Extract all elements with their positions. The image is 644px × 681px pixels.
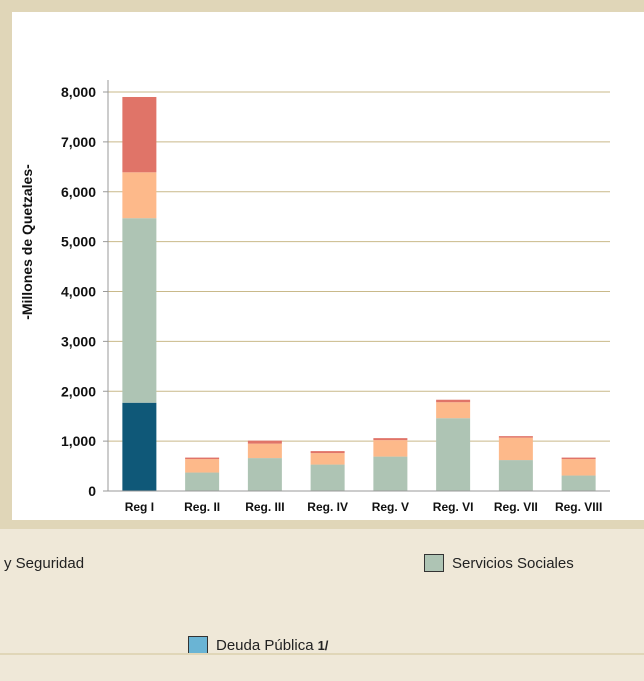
y-tick-label: 2,000 [61,383,96,399]
grid-layer [108,91,610,442]
bar-segment [247,443,282,459]
bar-segment [498,437,533,461]
bar-segment [498,460,533,491]
bar-segment [436,418,471,491]
frame-top-border [0,0,644,12]
y-tick-label: 7,000 [61,134,96,150]
x-tick-label: Reg. V [372,500,409,514]
bar-segment [310,451,345,454]
x-tick-label: Reg. III [245,500,284,514]
bar-segment [436,399,471,403]
bar-layer [122,96,596,491]
bar-segment [561,459,596,476]
bar-segment [561,457,596,460]
legend: y Seguridad Servicios Sociales Deuda Púb… [0,529,644,655]
bar-segment [247,458,282,491]
frame-bottom-border [0,520,644,529]
legend-swatch [424,554,444,572]
frame-left-border [0,12,12,528]
bar-segment [185,459,220,473]
legend-item-seguridad: y Seguridad [4,555,84,572]
bar-segment [185,457,220,460]
bar-segment [561,475,596,491]
legend-item-servicios-sociales: Servicios Sociales [424,554,574,572]
legend-item-deuda-publica: Deuda Pública 1/ [188,636,328,654]
axis-layer: 0 1,000 2,000 3,000 4,000 5,000 6,000 7,000 8,00… [61,80,610,514]
chart-panel: 0 1,000 2,000 3,000 4,000 5,000 6,000 7,000 8,00… [12,12,644,520]
bar-segment [373,456,408,491]
x-tick-label: Reg. VI [433,500,474,514]
x-tick-label: Reg. IV [307,500,348,514]
x-tick-label: Reg. II [184,500,220,514]
legend-swatch [188,636,208,654]
bar-segment [247,440,282,444]
bar-segment [498,436,533,438]
y-tick-label: 3,000 [61,333,96,349]
y-tick-label: 6,000 [61,184,96,200]
bar-segment [122,96,157,173]
legend-label: y Seguridad [4,555,85,572]
bar-segment [436,402,471,419]
bar-segment [373,438,408,441]
y-tick-label: 8,000 [61,84,96,100]
stacked-bar-chart: 0 1,000 2,000 3,000 4,000 5,000 6,000 7,000 8,00… [19,80,610,514]
legend-bottom-border [0,653,644,655]
bar-segment [185,472,220,491]
bar-segment [122,172,157,219]
legend-label: Servicios Sociales [452,554,574,572]
x-tick-label: Reg I [125,500,154,514]
legend-label: Deuda Pública [216,636,314,654]
y-tick-label: 1,000 [61,433,96,449]
bar-segment [373,440,408,457]
y-tick-label: 5,000 [61,234,96,250]
x-tick-label: Reg. VII [494,500,538,514]
bar-segment [310,464,345,491]
y-tick-label: 4,000 [61,284,96,300]
y-tick-label: 0 [88,483,96,499]
bar-segment [122,218,157,403]
x-tick-label: Reg. VIII [555,500,602,514]
legend-footnote-marker: 1/ [317,637,329,653]
bar-segment [122,402,157,491]
bar-segment [310,453,345,465]
y-axis-label: -Millones de Quetzales- [19,164,35,320]
